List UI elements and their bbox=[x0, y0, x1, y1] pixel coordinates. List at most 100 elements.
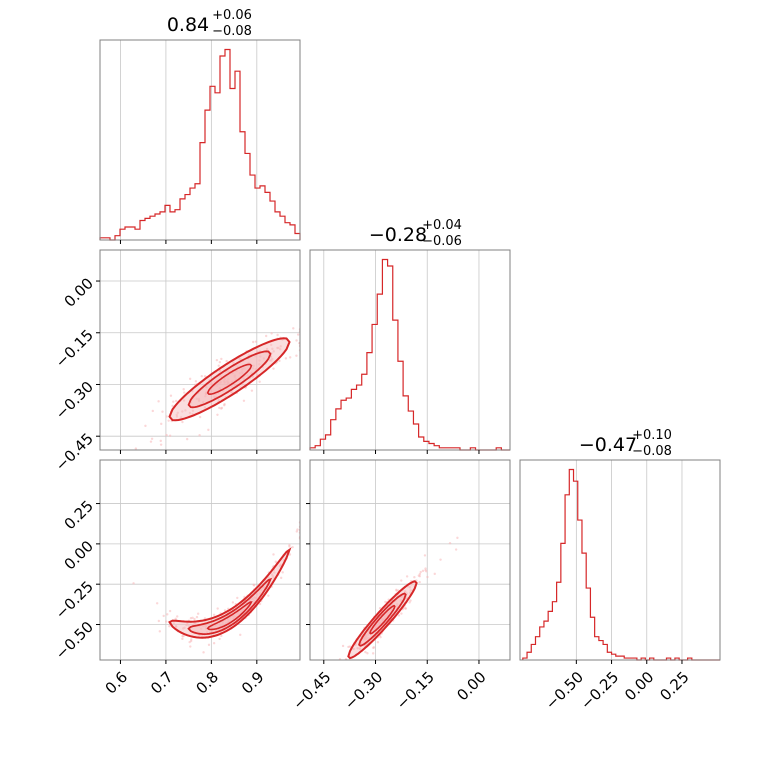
p2-scatter-point bbox=[259, 355, 262, 358]
p5-scatter-point bbox=[371, 652, 375, 655]
p2-scatter-point bbox=[204, 392, 208, 396]
p6-title-value: −0.47 bbox=[579, 434, 637, 456]
p3-scatter-point bbox=[204, 627, 208, 630]
p2-scatter-point bbox=[265, 347, 269, 351]
p2-scatter-point bbox=[217, 398, 220, 402]
p2-scatter-point bbox=[226, 380, 230, 384]
p5-scatter-point bbox=[418, 575, 421, 578]
p3-scatter-point bbox=[196, 612, 200, 615]
p3-scatter-point bbox=[223, 609, 227, 612]
p5-scatter-point bbox=[408, 591, 412, 594]
p3-scatter-point bbox=[252, 583, 255, 587]
p3-scatter-point bbox=[195, 615, 199, 619]
p2-scatter-point bbox=[218, 360, 222, 364]
p3-scatter-point bbox=[278, 565, 282, 568]
p2-scatter-point bbox=[182, 399, 186, 402]
p5-scatter-point bbox=[366, 633, 370, 637]
p2-scatter-point bbox=[134, 447, 138, 450]
p2-ytick-label: −0.45 bbox=[52, 429, 97, 474]
p2-scatter-point bbox=[171, 404, 174, 408]
p5-scatter-point bbox=[365, 637, 368, 641]
p2-ytick-label: 0.00 bbox=[61, 274, 97, 310]
p5-scatter-point bbox=[336, 669, 338, 671]
p2-scatter-point bbox=[270, 332, 273, 335]
p5-scatter-point bbox=[395, 604, 399, 608]
p2-ytick-label: −0.15 bbox=[52, 326, 97, 371]
p2-scatter-point bbox=[207, 428, 210, 432]
p2-scatter-point bbox=[270, 359, 273, 362]
p3-scatter-point bbox=[267, 576, 270, 579]
p3-scatter-point bbox=[165, 620, 168, 623]
p6-xtick-label: −0.50 bbox=[542, 668, 587, 713]
p2-scatter-point bbox=[161, 454, 163, 456]
p2-scatter-point bbox=[205, 386, 208, 389]
p2-scatter-point bbox=[246, 374, 249, 377]
p3-scatter-point bbox=[189, 616, 193, 620]
p3-scatter-point bbox=[181, 637, 184, 641]
p3-scatter-point bbox=[281, 571, 284, 574]
p3-scatter-point bbox=[189, 645, 192, 648]
p1-title-lower-error: −0.08 bbox=[212, 24, 252, 39]
p2-scatter-point bbox=[295, 354, 298, 357]
p3-scatter-point bbox=[205, 631, 209, 634]
p5-scatter-point bbox=[341, 667, 343, 669]
p5-scatter-point bbox=[381, 619, 385, 622]
p5-scatter-point bbox=[421, 569, 425, 573]
p2-scatter-point bbox=[151, 409, 154, 413]
p3-scatter-point bbox=[260, 588, 263, 592]
p6-title-lower-error: −0.08 bbox=[632, 444, 672, 459]
p3-scatter-point bbox=[221, 621, 224, 625]
p2-scatter-point bbox=[230, 384, 233, 388]
p2-scatter-point bbox=[276, 333, 279, 337]
p2-scatter-point bbox=[176, 411, 180, 414]
p2-scatter-point bbox=[278, 359, 281, 363]
p5-scatter-point bbox=[399, 599, 403, 602]
p2-scatter-point bbox=[295, 339, 298, 342]
p2-scatter-point bbox=[165, 415, 168, 418]
p2-contour-level-1 bbox=[168, 337, 291, 422]
p3-scatter-point bbox=[158, 630, 162, 633]
p2-scatter-point bbox=[220, 406, 224, 410]
p2-scatter-point bbox=[159, 439, 162, 443]
p2-scatter-point bbox=[182, 388, 185, 391]
p2-scatter-point bbox=[181, 420, 184, 424]
p2-scatter-point bbox=[258, 363, 261, 366]
p2-scatter-point bbox=[289, 356, 292, 359]
p2-scatter-point bbox=[222, 379, 226, 383]
p4-title-lower-error: −0.06 bbox=[422, 234, 462, 249]
p2-scatter-point bbox=[271, 347, 274, 351]
p2-scatter-point bbox=[254, 354, 257, 358]
p3-scatter-point bbox=[157, 619, 161, 623]
p3-scatter-point bbox=[279, 576, 283, 580]
p3-scatter-point bbox=[273, 571, 276, 574]
p1-histogram-line bbox=[99, 48, 301, 241]
p3-scatter-point bbox=[271, 574, 274, 578]
p5-scatter-point bbox=[377, 621, 381, 625]
p2-scatter-point bbox=[258, 380, 261, 383]
p5-scatter-point bbox=[341, 644, 345, 648]
p2-scatter-point bbox=[198, 415, 202, 419]
p2-scatter-point bbox=[269, 343, 273, 347]
p2-scatter-point bbox=[252, 364, 255, 368]
p2-scatter-point bbox=[150, 437, 154, 440]
p2-scatter-point bbox=[198, 434, 201, 437]
p1-title-value: 0.84 bbox=[167, 14, 209, 36]
p3-scatter-point bbox=[168, 625, 171, 628]
p2-scatter-point bbox=[218, 370, 222, 373]
p2-scatter-point bbox=[169, 394, 173, 397]
p5-scatter-point bbox=[456, 536, 459, 540]
p2-scatter-point bbox=[251, 366, 255, 370]
p2-scatter-point bbox=[226, 383, 229, 386]
p2-scatter-point bbox=[216, 413, 219, 417]
p2-scatter-point bbox=[191, 409, 195, 412]
p3-scatter-point bbox=[250, 597, 254, 601]
p5-scatter-point bbox=[339, 680, 341, 682]
p3-scatter-point bbox=[226, 618, 230, 621]
p3-scatter-point bbox=[272, 576, 275, 579]
p3-scatter-point bbox=[254, 597, 258, 600]
p3-scatter-point bbox=[239, 633, 242, 637]
p3-frame bbox=[99, 459, 301, 661]
p3-scatter-point bbox=[274, 560, 277, 563]
p3-scatter-point bbox=[236, 596, 239, 600]
p5-xtick-label: −0.15 bbox=[393, 668, 438, 713]
